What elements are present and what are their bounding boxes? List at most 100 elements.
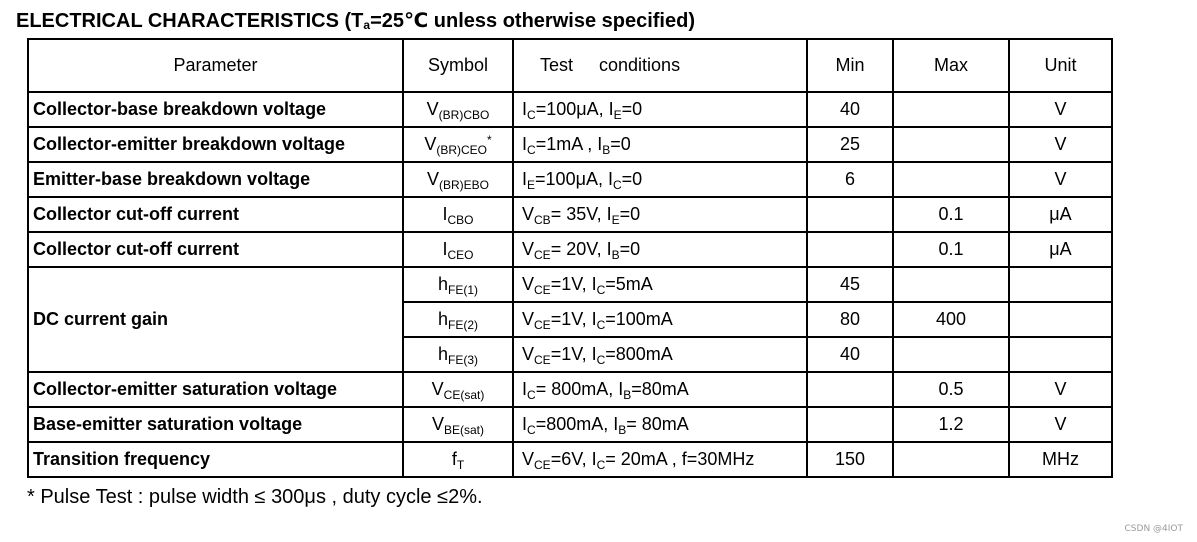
max-cell <box>892 266 1010 303</box>
parameter-cell: Emitter-base breakdown voltage <box>27 161 404 198</box>
condition-cell: VCE=1V, IC=800mA <box>512 336 808 373</box>
symbol-main: I <box>442 204 448 224</box>
condition-subscript: CE <box>534 283 551 297</box>
condition-value: =80mA <box>631 379 689 399</box>
electrical-characteristics-table: Parameter Symbol Test conditions Min Max … <box>27 38 1113 478</box>
condition-var: I <box>522 379 528 399</box>
condition-subscript: C <box>527 388 536 402</box>
condition-cell: IC= 800mA, IB=80mA <box>512 371 808 408</box>
condition-cell: VCE=1V, IC=100mA <box>512 301 808 338</box>
unit-cell: V <box>1008 126 1113 163</box>
condition-var: I <box>613 414 619 434</box>
condition-var: V <box>522 344 535 364</box>
condition-value: =800mA, <box>535 414 614 434</box>
condition-subscript: C <box>596 353 606 367</box>
condition-subscript: CE <box>534 458 551 472</box>
condition-var: I <box>522 414 528 434</box>
condition-var: V <box>522 449 535 469</box>
condition-value: =0 <box>621 169 643 189</box>
condition-subscript: CE <box>534 318 551 332</box>
condition-subscript: C <box>596 283 606 297</box>
condition-value: = 20mA , f=30MHz <box>605 449 755 469</box>
condition-subscript: B <box>623 388 632 402</box>
symbol-subscript: FE(2) <box>448 318 478 332</box>
symbol-main: V <box>431 414 444 434</box>
min-cell <box>806 196 894 233</box>
table-row: Collector cut-off current ICEO VCE= 20V, I… <box>27 231 1113 268</box>
condition-value: = 80mA <box>626 414 689 434</box>
symbol-subscript: CE(sat) <box>443 388 485 402</box>
condition-subscript: CE <box>534 353 551 367</box>
condition-value: =1V, <box>550 274 592 294</box>
unit-cell: μA <box>1008 196 1113 233</box>
max-cell <box>892 161 1010 198</box>
condition-cell: VCE=1V, IC=5mA <box>512 266 808 303</box>
symbol-subscript: FE(1) <box>448 283 478 297</box>
header-symbol: Symbol <box>402 38 514 93</box>
condition-cell: VCB= 35V, IE=0 <box>512 196 808 233</box>
min-cell: 80 <box>806 301 894 338</box>
condition-value: = 800mA, <box>535 379 619 399</box>
condition-var: I <box>591 449 597 469</box>
min-cell: 45 <box>806 266 894 303</box>
condition-cell: VCE=6V, IC= 20mA , f=30MHz <box>512 441 808 478</box>
table-row: Base-emitter saturation voltage VBE(sat) I… <box>27 406 1113 443</box>
min-cell: 40 <box>806 336 894 373</box>
section-title: ELECTRICAL CHARACTERISTICS (Ta=25℃ unles… <box>16 10 695 32</box>
condition-var: I <box>591 274 597 294</box>
condition-subscript: C <box>527 143 536 157</box>
condition-var: I <box>591 344 597 364</box>
header-test-conditions: Test conditions <box>512 38 808 93</box>
unit-cell: V <box>1008 406 1113 443</box>
header-unit: Unit <box>1008 38 1113 93</box>
condition-subscript: C <box>527 423 536 437</box>
condition-subscript: E <box>613 108 622 122</box>
max-cell: 0.5 <box>892 371 1010 408</box>
min-cell <box>806 406 894 443</box>
symbol-subscript: CEO <box>447 248 474 262</box>
condition-subscript: B <box>618 423 627 437</box>
condition-var: I <box>522 99 528 119</box>
table-row: Emitter-base breakdown voltage V(BR)EBO IE… <box>27 161 1113 198</box>
table-row: Collector-emitter saturation voltage VCE(… <box>27 371 1113 408</box>
unit-cell: V <box>1008 161 1113 198</box>
condition-cell: IC=1mA , IB=0 <box>512 126 808 163</box>
condition-value: =1mA , <box>535 134 598 154</box>
condition-subscript: CB <box>534 213 551 227</box>
condition-cell: IC=100μA, IE=0 <box>512 91 808 128</box>
condition-subscript: CE <box>534 248 551 262</box>
symbol-subscript: (BR)CBO <box>438 108 490 122</box>
max-cell: 400 <box>892 301 1010 338</box>
condition-value: =1V, <box>550 309 592 329</box>
symbol-main: V <box>426 99 439 119</box>
unit-cell: MHz <box>1008 441 1113 478</box>
condition-value: =0 <box>619 204 641 224</box>
condition-value: = 35V, <box>550 204 607 224</box>
unit-cell: V <box>1008 91 1113 128</box>
condition-subscript: E <box>527 178 536 192</box>
symbol-main: h <box>437 344 448 364</box>
max-cell <box>892 126 1010 163</box>
condition-var: I <box>522 169 528 189</box>
max-cell <box>892 336 1010 373</box>
symbol-main: V <box>431 379 444 399</box>
condition-var: I <box>606 239 612 259</box>
symbol-cell: hFE(3) <box>402 336 514 373</box>
symbol-cell: ICEO <box>402 231 514 268</box>
condition-value: =5mA <box>605 274 653 294</box>
condition-value: =0 <box>610 134 631 154</box>
symbol-cell: V(BR)EBO <box>402 161 514 198</box>
min-cell: 40 <box>806 91 894 128</box>
parameter-cell: Collector cut-off current <box>27 196 404 233</box>
parameter-cell: Collector-emitter saturation voltage <box>27 371 404 408</box>
max-cell: 0.1 <box>892 231 1010 268</box>
condition-value: =0 <box>619 239 641 259</box>
header-min: Min <box>806 38 894 93</box>
condition-value: =100mA <box>605 309 673 329</box>
condition-subscript: C <box>596 318 606 332</box>
symbol-subscript: FE(3) <box>448 353 478 367</box>
table-row-gain: hFE(3) VCE=1V, IC=800mA 40 <box>28 336 1113 373</box>
symbol-cell: VBE(sat) <box>402 406 514 443</box>
symbol-main: f <box>451 449 457 469</box>
header-parameter: Parameter <box>27 38 404 93</box>
